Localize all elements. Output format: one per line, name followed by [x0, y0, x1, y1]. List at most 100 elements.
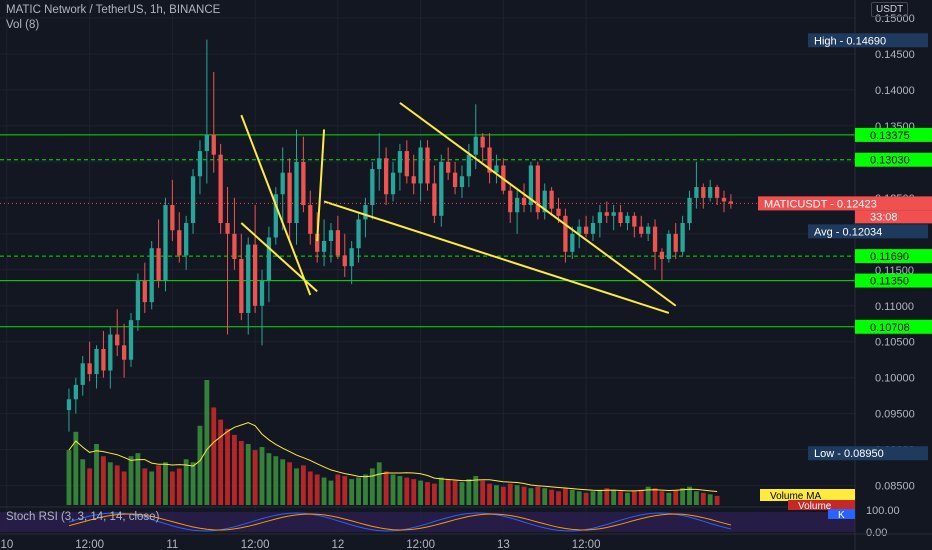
time-label: 10	[0, 539, 13, 550]
volume-bar	[562, 488, 568, 505]
candle-body	[452, 172, 458, 188]
volume-bar	[363, 474, 368, 505]
candle-body	[404, 151, 409, 177]
price-tick-label: 0.14000	[875, 85, 915, 97]
candle-body	[225, 223, 230, 234]
symbol-title[interactable]: MATIC Network / TetherUS, 1h, BINANCE	[6, 4, 221, 16]
volume-bar	[142, 468, 148, 505]
k-tag-bg	[828, 509, 855, 519]
candle-body	[618, 212, 623, 224]
volume-bar	[666, 492, 672, 505]
candle-body	[714, 187, 720, 198]
candle-body	[121, 345, 127, 360]
candle-body	[583, 226, 589, 234]
candle-body	[494, 165, 499, 173]
candle-body	[480, 136, 485, 148]
time-label: 12:00	[406, 539, 435, 550]
candle-body	[418, 147, 423, 184]
volume-bar	[680, 488, 686, 505]
volume-bar	[300, 465, 306, 505]
candle-body	[528, 165, 534, 206]
candle-body	[604, 212, 609, 216]
candle-body	[563, 215, 568, 252]
candle-body	[315, 233, 320, 252]
volume-bar	[411, 479, 417, 505]
currency-label[interactable]: USDT	[871, 2, 909, 17]
candle-body	[211, 134, 216, 155]
volume-bar	[287, 462, 293, 505]
candle-body	[280, 172, 285, 195]
volume-bar	[376, 462, 382, 505]
volume-bar	[259, 447, 265, 505]
low-marker: Low - 0.08950	[814, 448, 884, 460]
candle-body	[135, 280, 141, 321]
volume-bar	[583, 492, 589, 505]
volume-bar	[645, 486, 651, 505]
level-label: 0.10708	[870, 322, 910, 334]
candle-body	[197, 151, 203, 177]
candle-body	[259, 280, 265, 306]
candle-body	[101, 348, 106, 371]
candle-body	[411, 176, 416, 184]
volume-ma-tag: Volume MA	[770, 491, 821, 502]
volume-bar	[163, 462, 168, 505]
volume-bar	[321, 477, 327, 505]
trendline	[316, 129, 326, 242]
volume-bar	[597, 489, 603, 505]
volume-bar	[625, 492, 630, 505]
volume-ma-tag-bg	[760, 489, 855, 501]
volume-bar	[73, 431, 79, 505]
volume-bar	[652, 488, 658, 505]
volume-bar	[183, 459, 189, 505]
volume-bar	[328, 480, 334, 505]
candle-body	[701, 187, 706, 198]
candle-body	[156, 248, 161, 281]
volume-bar	[107, 462, 113, 505]
volume-bar	[87, 468, 93, 505]
candle-body	[728, 201, 734, 204]
volume-bar	[294, 468, 299, 505]
time-axis[interactable]: 10 12:00 11 12:00 12 12:00 13 12:00	[0, 533, 932, 550]
candle-body	[356, 219, 361, 249]
volume-bar	[397, 476, 403, 505]
volume-legend[interactable]: Vol (8)	[6, 19, 40, 31]
time-label: 12	[331, 539, 344, 550]
trendline	[399, 102, 677, 307]
candle-body	[487, 147, 492, 173]
candle-body	[184, 223, 189, 256]
candle-body	[163, 205, 168, 281]
volume-ma-line	[68, 422, 718, 492]
volume-tag: Volume	[798, 501, 832, 512]
stoch-rsi-pane	[0, 506, 932, 532]
candle-body	[432, 183, 437, 216]
candle-body	[301, 161, 306, 206]
candle-body	[252, 244, 258, 306]
volume-bar	[431, 483, 437, 505]
volume-bar	[700, 492, 706, 505]
candle-body	[94, 348, 99, 375]
candle-body	[80, 363, 85, 385]
avg-marker: Avg - 0.12034	[814, 226, 882, 238]
candle-body	[521, 197, 527, 206]
volume-bar	[452, 480, 458, 505]
candle-body	[149, 248, 154, 303]
price-tick-label: 0.11000	[875, 301, 914, 313]
stoch-rsi-legend[interactable]: Stoch RSI (3, 3, 14, 14, close)	[6, 511, 160, 523]
volume-bar	[342, 476, 348, 505]
volume-bar	[473, 476, 479, 505]
volume-bar	[149, 471, 155, 505]
trendlines	[240, 102, 677, 314]
volume-bar	[273, 456, 279, 505]
candle-body	[273, 194, 278, 238]
stoch-band	[0, 512, 855, 532]
stoch-tick-label: 0.00	[866, 527, 887, 539]
volume-bar	[521, 486, 527, 505]
volume-bar	[232, 434, 237, 505]
volume-bar	[631, 491, 637, 505]
volume-bar	[404, 477, 410, 505]
candle-body	[239, 258, 244, 313]
time-label: 12:00	[572, 539, 601, 550]
volume-bar	[176, 468, 182, 505]
